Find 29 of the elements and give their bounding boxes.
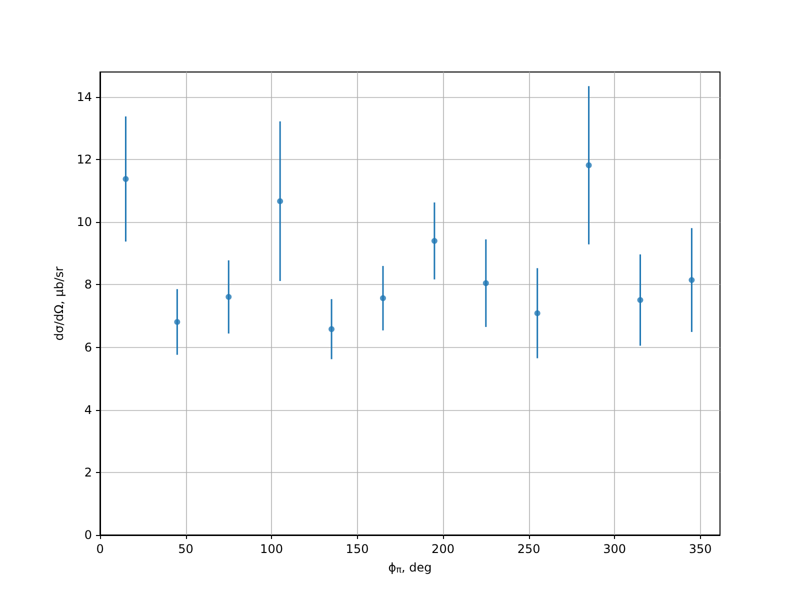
y-tick-label: 10 — [76, 215, 92, 230]
y-tick-label: 4 — [84, 402, 92, 417]
x-tick-label: 0 — [96, 542, 104, 556]
point — [174, 318, 180, 325]
point — [226, 294, 232, 300]
y-tick-label: 14 — [76, 90, 92, 104]
y-tick-label: 12 — [76, 152, 92, 167]
x-tick-label: 300 — [603, 542, 626, 556]
point — [637, 297, 644, 304]
x-tick-label: 250 — [517, 542, 540, 556]
y-tick-label: 2 — [84, 465, 92, 480]
point — [431, 238, 438, 244]
y-tick-label: 6 — [84, 340, 92, 354]
point — [122, 176, 129, 182]
y-tick-label: 0 — [84, 528, 92, 542]
x-tick-label: 200 — [432, 542, 454, 556]
point — [586, 162, 592, 168]
point — [482, 280, 489, 286]
x-tick-label: 100 — [260, 542, 283, 556]
point — [380, 295, 386, 302]
point — [277, 198, 284, 204]
point — [534, 310, 540, 316]
x-tick-label: 50 — [178, 542, 194, 556]
y-tick-label: 8 — [84, 278, 92, 292]
y-axis-title: dσ/dΩ, μb/sr — [52, 266, 66, 341]
x-tick-label: 350 — [688, 542, 712, 556]
x-tick-label: 150 — [346, 542, 369, 556]
point — [328, 326, 335, 332]
point — [688, 277, 695, 284]
